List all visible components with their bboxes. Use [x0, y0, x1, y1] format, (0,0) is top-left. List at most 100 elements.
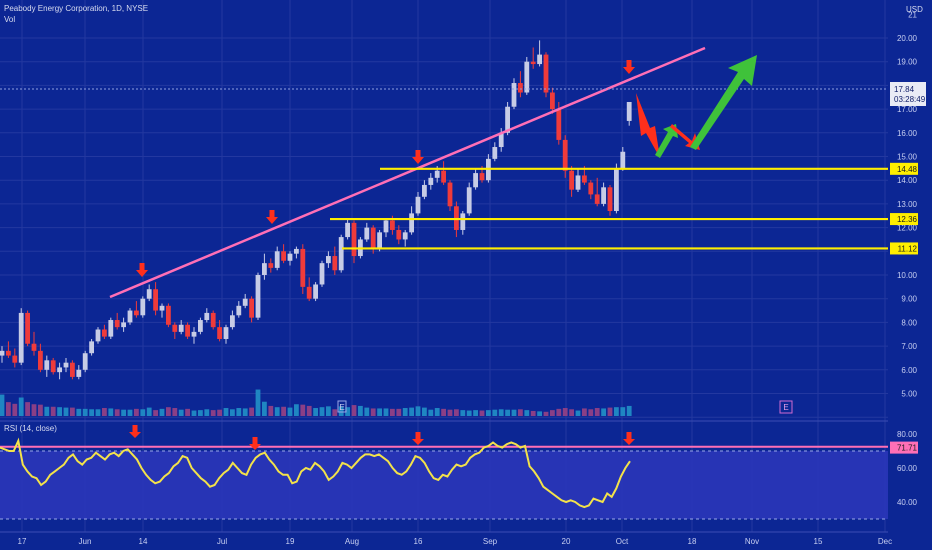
projection-arrow-up [690, 55, 757, 150]
time-tick: Nov [745, 537, 759, 546]
level-label-bg [890, 162, 918, 175]
candle [76, 369, 82, 377]
volume-bar [140, 409, 146, 416]
candle [614, 168, 619, 212]
volume-bar [255, 389, 261, 416]
volume-bar [543, 411, 549, 416]
time-tick: Sep [483, 537, 498, 546]
volume-bar [396, 408, 402, 416]
volume-bar [601, 408, 606, 416]
price-tick: 12.00 [897, 224, 918, 233]
candle [511, 83, 517, 107]
level-label-bg [890, 213, 918, 226]
candle [102, 329, 107, 337]
volume-bar [242, 408, 248, 416]
volume-bar [556, 408, 562, 416]
volume-bar [153, 410, 158, 416]
candle [620, 151, 626, 169]
candle [594, 194, 600, 204]
candle [556, 109, 562, 140]
volume-bar [550, 410, 555, 416]
time-tick: 15 [814, 537, 823, 546]
volume-bar [108, 408, 114, 416]
volume-bar [89, 409, 94, 416]
volume-bar [530, 410, 536, 416]
time-tick: Jun [79, 537, 92, 546]
volume-bar [351, 405, 357, 416]
candle [607, 187, 613, 212]
candle [185, 324, 190, 337]
candle [428, 177, 434, 185]
volume-bar [25, 402, 30, 416]
candle [434, 170, 440, 178]
candle [345, 222, 350, 238]
volume-bar [607, 407, 613, 416]
level-label: 12.36 [897, 215, 918, 224]
volume-bar [473, 410, 478, 416]
last-price-bg [890, 82, 926, 106]
volume-bar [454, 409, 459, 416]
volume-bar [50, 406, 56, 416]
volume-bar [185, 408, 190, 416]
candle [498, 132, 504, 148]
candle [146, 289, 152, 299]
volume-bar [332, 409, 338, 416]
down-arrow [266, 210, 278, 224]
candle [89, 341, 94, 354]
volume-bar [524, 410, 530, 416]
candle [153, 289, 158, 311]
candle [191, 331, 197, 337]
volume-bar [281, 406, 286, 416]
volume-bar [441, 408, 446, 416]
candle [31, 343, 37, 351]
candle [121, 322, 126, 328]
volume-bar [409, 407, 414, 416]
candle [460, 213, 466, 230]
price-tick: 13.00 [897, 200, 918, 209]
volume-bar [287, 407, 293, 416]
rsi-panel [0, 420, 888, 520]
candle [441, 170, 446, 183]
volume-bar [383, 408, 389, 416]
candle [242, 298, 248, 306]
rsi-tick: 80.00 [897, 430, 918, 439]
currency-label: USD [906, 5, 923, 14]
projection-arrow-up [655, 124, 678, 158]
volume-bar [249, 407, 254, 416]
volume-bar [434, 408, 440, 416]
candle [447, 182, 453, 207]
candle [95, 329, 101, 342]
candle [217, 327, 222, 339]
rsi-label: RSI (14, close) [4, 424, 57, 433]
down-arrow [623, 60, 635, 74]
price-tick: 15.00 [897, 153, 918, 162]
price-tick: 16.00 [897, 129, 918, 138]
candle [562, 139, 568, 171]
volume-bar [210, 410, 216, 416]
price-tick: 14.00 [897, 176, 918, 185]
rsi-down-arrow [129, 425, 141, 438]
candle [326, 256, 331, 264]
earnings-marker [337, 400, 347, 413]
candle [569, 170, 574, 190]
countdown: 03:28:49 [894, 95, 926, 104]
candle [409, 213, 414, 233]
level-label: 14.48 [897, 165, 918, 174]
earnings-marker [779, 400, 793, 414]
volume-bar [44, 406, 50, 416]
rsi-band [0, 451, 888, 519]
price-axis: 2120.0019.0018.0017.0016.0015.0014.0013.… [888, 0, 932, 550]
time-tick: 16 [414, 537, 423, 546]
price-tick: 6.00 [901, 366, 917, 375]
candle [230, 315, 235, 328]
candle [479, 173, 485, 181]
candle [466, 187, 472, 214]
candle [140, 298, 146, 316]
candle [550, 92, 555, 110]
volume-bar [306, 405, 312, 416]
price-tick: 21 [908, 10, 917, 19]
volume-bar [562, 408, 568, 416]
candle [294, 248, 299, 254]
volume-bar [364, 407, 370, 416]
volume-bar [95, 409, 101, 416]
